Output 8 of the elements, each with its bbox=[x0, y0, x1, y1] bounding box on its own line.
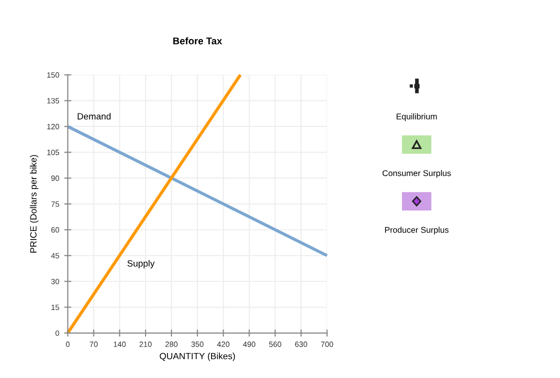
series-label: Demand bbox=[78, 112, 111, 120]
y-axis-title: PRICE (Dollars per bike) bbox=[30, 155, 38, 253]
x-axis-title: QUANTITY (Bikes) bbox=[160, 352, 235, 362]
chart-title: Before Tax bbox=[173, 37, 222, 44]
text: Consumer Surplus bbox=[382, 170, 451, 178]
text: Equilibrium bbox=[396, 113, 437, 122]
text: Producer Surplus bbox=[385, 226, 449, 234]
series-label: Supply bbox=[127, 260, 155, 268]
